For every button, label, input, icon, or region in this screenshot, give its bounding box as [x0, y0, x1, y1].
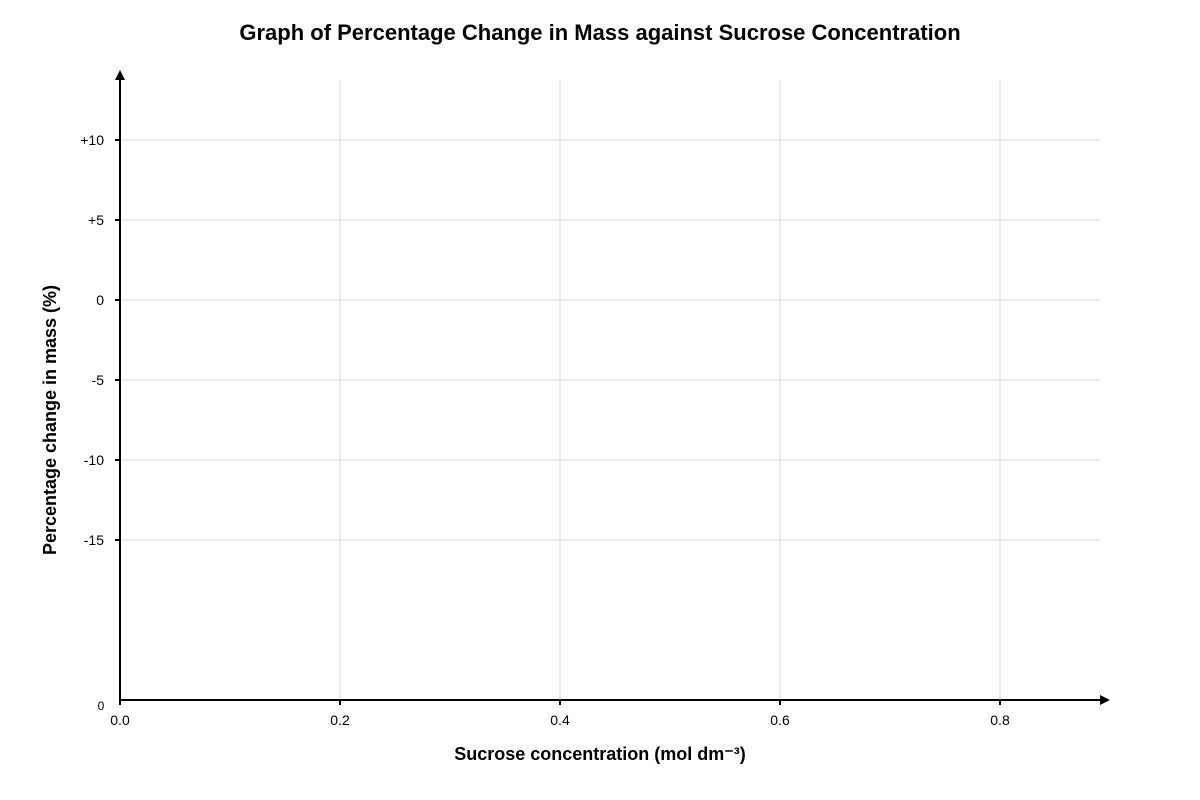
- x-tick-label: 0.4: [550, 712, 570, 728]
- x-tick-label: 0.0: [110, 712, 130, 728]
- chart-title: Graph of Percentage Change in Mass again…: [239, 20, 960, 45]
- grid-lines: [120, 80, 1100, 700]
- x-axis-title: Sucrose concentration (mol dm⁻³): [454, 744, 746, 764]
- y-tick-label: 0: [96, 292, 104, 308]
- y-tick-label: -15: [84, 532, 104, 548]
- x-axis-arrow-icon: [1100, 695, 1110, 705]
- y-tick-label: +10: [80, 132, 104, 148]
- y-tick-label: -5: [92, 372, 105, 388]
- x-tick-label: 0.8: [990, 712, 1010, 728]
- y-tick-label: -10: [84, 452, 104, 468]
- y-tick-label: +5: [88, 212, 104, 228]
- y-axis-title: Percentage change in mass (%): [40, 285, 60, 555]
- axis-ticks: +10 +5 0 -5 -10 -15 0.0 0.2 0.4 0.6 0.8: [80, 132, 1010, 728]
- origin-label: 0: [98, 699, 105, 713]
- x-tick-label: 0.2: [330, 712, 350, 728]
- x-tick-label: 0.6: [770, 712, 790, 728]
- y-axis-arrow-icon: [115, 70, 125, 80]
